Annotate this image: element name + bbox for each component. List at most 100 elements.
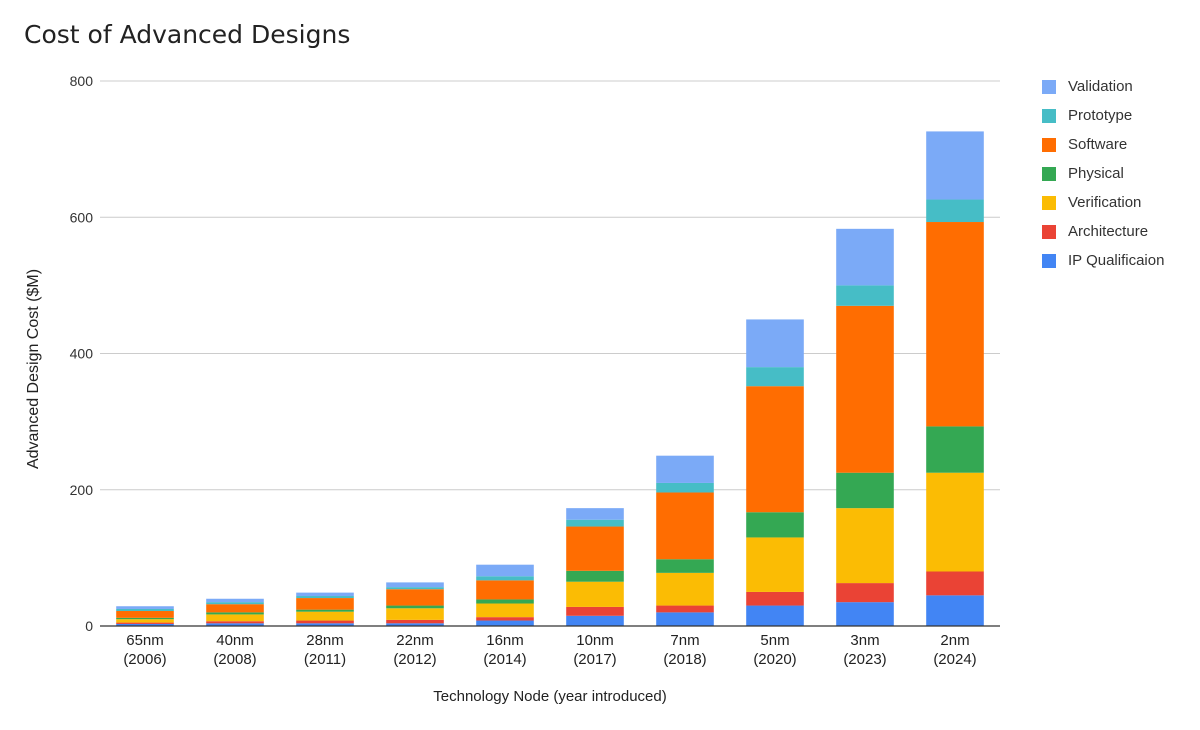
x-tick-label-node: 5nm: [760, 632, 789, 649]
x-tick-label-year: (2024): [933, 651, 976, 668]
legend-label: Prototype: [1068, 107, 1133, 124]
x-tick-label-year: (2014): [483, 651, 526, 668]
legend-item: Physical: [1042, 159, 1164, 188]
y-tick-label: 200: [70, 482, 94, 498]
chart-title: Cost of Advanced Designs: [24, 20, 351, 49]
legend-label: Physical: [1068, 165, 1124, 182]
bar-segment-prototype: [116, 608, 174, 612]
bar-segment-ip-qualificaion: [836, 602, 894, 626]
bar-segment-ip-qualificaion: [926, 595, 984, 626]
bar-segment-prototype: [566, 519, 624, 527]
legend-swatch: [1042, 166, 1056, 181]
bar-segment-software: [566, 526, 624, 571]
bar-segment-physical: [746, 512, 804, 538]
bar-segment-ip-qualificaion: [296, 623, 354, 626]
bar-segment-prototype: [836, 285, 894, 306]
axes: 0 200 400 600 800 65nm (2006) 40nm (2008) 28nm (20…: [70, 73, 1000, 668]
legend-swatch: [1042, 108, 1056, 123]
bar-segment-verification: [116, 619, 174, 623]
bar-segment-ip-qualificaion: [476, 620, 534, 626]
x-tick-label-node: 2nm: [940, 632, 969, 649]
bar-segment-verification: [476, 603, 534, 618]
x-tick-label-node: 16nm: [486, 632, 524, 649]
bar-segment-verification: [926, 472, 984, 572]
bar-segment-validation: [566, 508, 624, 520]
legend-label: IP Qualificaion: [1068, 252, 1165, 269]
bar-segment-physical: [836, 472, 894, 509]
y-tick-label: 400: [70, 346, 94, 362]
legend-item: Validation: [1042, 72, 1164, 101]
bar-segment-validation: [386, 582, 444, 588]
x-tick-label-node: 40nm: [216, 632, 254, 649]
bar-segment-prototype: [386, 587, 444, 590]
bar-segment-software: [476, 580, 534, 600]
y-axis-title: Advanced Design Cost ($M): [25, 269, 42, 469]
bar-segment-architecture: [206, 621, 264, 624]
legend-item: Software: [1042, 130, 1164, 159]
bar-segment-software: [296, 598, 354, 610]
bar-segment-validation: [296, 592, 354, 597]
bar-segment-physical: [656, 559, 714, 573]
bar-segment-verification: [296, 611, 354, 621]
legend-swatch: [1042, 79, 1056, 94]
bar-segment-architecture: [656, 605, 714, 613]
x-tick-label-node: 22nm: [396, 632, 434, 649]
legend-swatch: [1042, 137, 1056, 152]
x-tick-label-year: (2023): [843, 651, 886, 668]
bar-segment-physical: [476, 599, 534, 604]
bar-segment-validation: [836, 228, 894, 286]
bar-segment-verification: [746, 537, 804, 592]
legend-item: Prototype: [1042, 101, 1164, 130]
bar-segment-prototype: [746, 367, 804, 387]
bar-segment-architecture: [746, 591, 804, 606]
bar-segment-physical: [116, 617, 174, 620]
bar-segment-physical: [386, 605, 444, 609]
bar-segment-physical: [566, 570, 624, 582]
legend-item: Architecture: [1042, 217, 1164, 246]
bar-segment-ip-qualificaion: [656, 612, 714, 626]
legend-swatch: [1042, 224, 1056, 239]
bar-segment-verification: [566, 581, 624, 607]
bars: [116, 131, 984, 626]
bar-segment-prototype: [206, 602, 264, 605]
bar-segment-physical: [926, 426, 984, 473]
x-tick-label-year: (2020): [753, 651, 796, 668]
x-tick-label-node: 7nm: [670, 632, 699, 649]
bar-segment-verification: [836, 508, 894, 584]
bar-segment-prototype: [296, 596, 354, 599]
legend-label: Verification: [1068, 194, 1142, 211]
bar-segment-software: [656, 492, 714, 560]
x-tick-label-node: 65nm: [126, 632, 164, 649]
bar-segment-physical: [296, 609, 354, 612]
x-axis-title: Technology Node (year introduced): [433, 688, 666, 705]
bar-segment-validation: [746, 319, 804, 368]
x-tick-label-node: 28nm: [306, 632, 344, 649]
legend-item: Verification: [1042, 188, 1164, 217]
bar-segment-ip-qualificaion: [386, 623, 444, 626]
bar-segment-architecture: [836, 583, 894, 603]
bar-segment-validation: [116, 606, 174, 609]
legend-item: IP Qualificaion: [1042, 246, 1164, 275]
bar-segment-software: [926, 222, 984, 427]
bar-segment-verification: [206, 614, 264, 622]
bar-segment-architecture: [566, 606, 624, 616]
bar-segment-software: [116, 611, 174, 618]
bar-segment-physical: [206, 612, 264, 615]
bar-segment-verification: [386, 608, 444, 620]
bar-segment-software: [206, 604, 264, 613]
y-tick-label: 800: [70, 73, 94, 89]
bar-segment-architecture: [296, 620, 354, 624]
y-tick-label: 0: [85, 618, 93, 634]
y-tick-label: 600: [70, 209, 94, 225]
legend-label: Architecture: [1068, 223, 1149, 240]
bar-segment-prototype: [656, 482, 714, 493]
x-tick-label-node: 10nm: [576, 632, 614, 649]
x-tick-label-year: (2011): [304, 651, 346, 668]
bar-segment-ip-qualificaion: [746, 605, 804, 626]
x-tick-label-node: 3nm: [850, 632, 879, 649]
x-tick-label-year: (2008): [213, 651, 256, 668]
legend: Validation Prototype Software Physical Verif…: [1042, 72, 1164, 275]
bar-segment-architecture: [386, 619, 444, 624]
bar-segment-ip-qualificaion: [116, 623, 174, 626]
bar-segment-software: [386, 589, 444, 606]
